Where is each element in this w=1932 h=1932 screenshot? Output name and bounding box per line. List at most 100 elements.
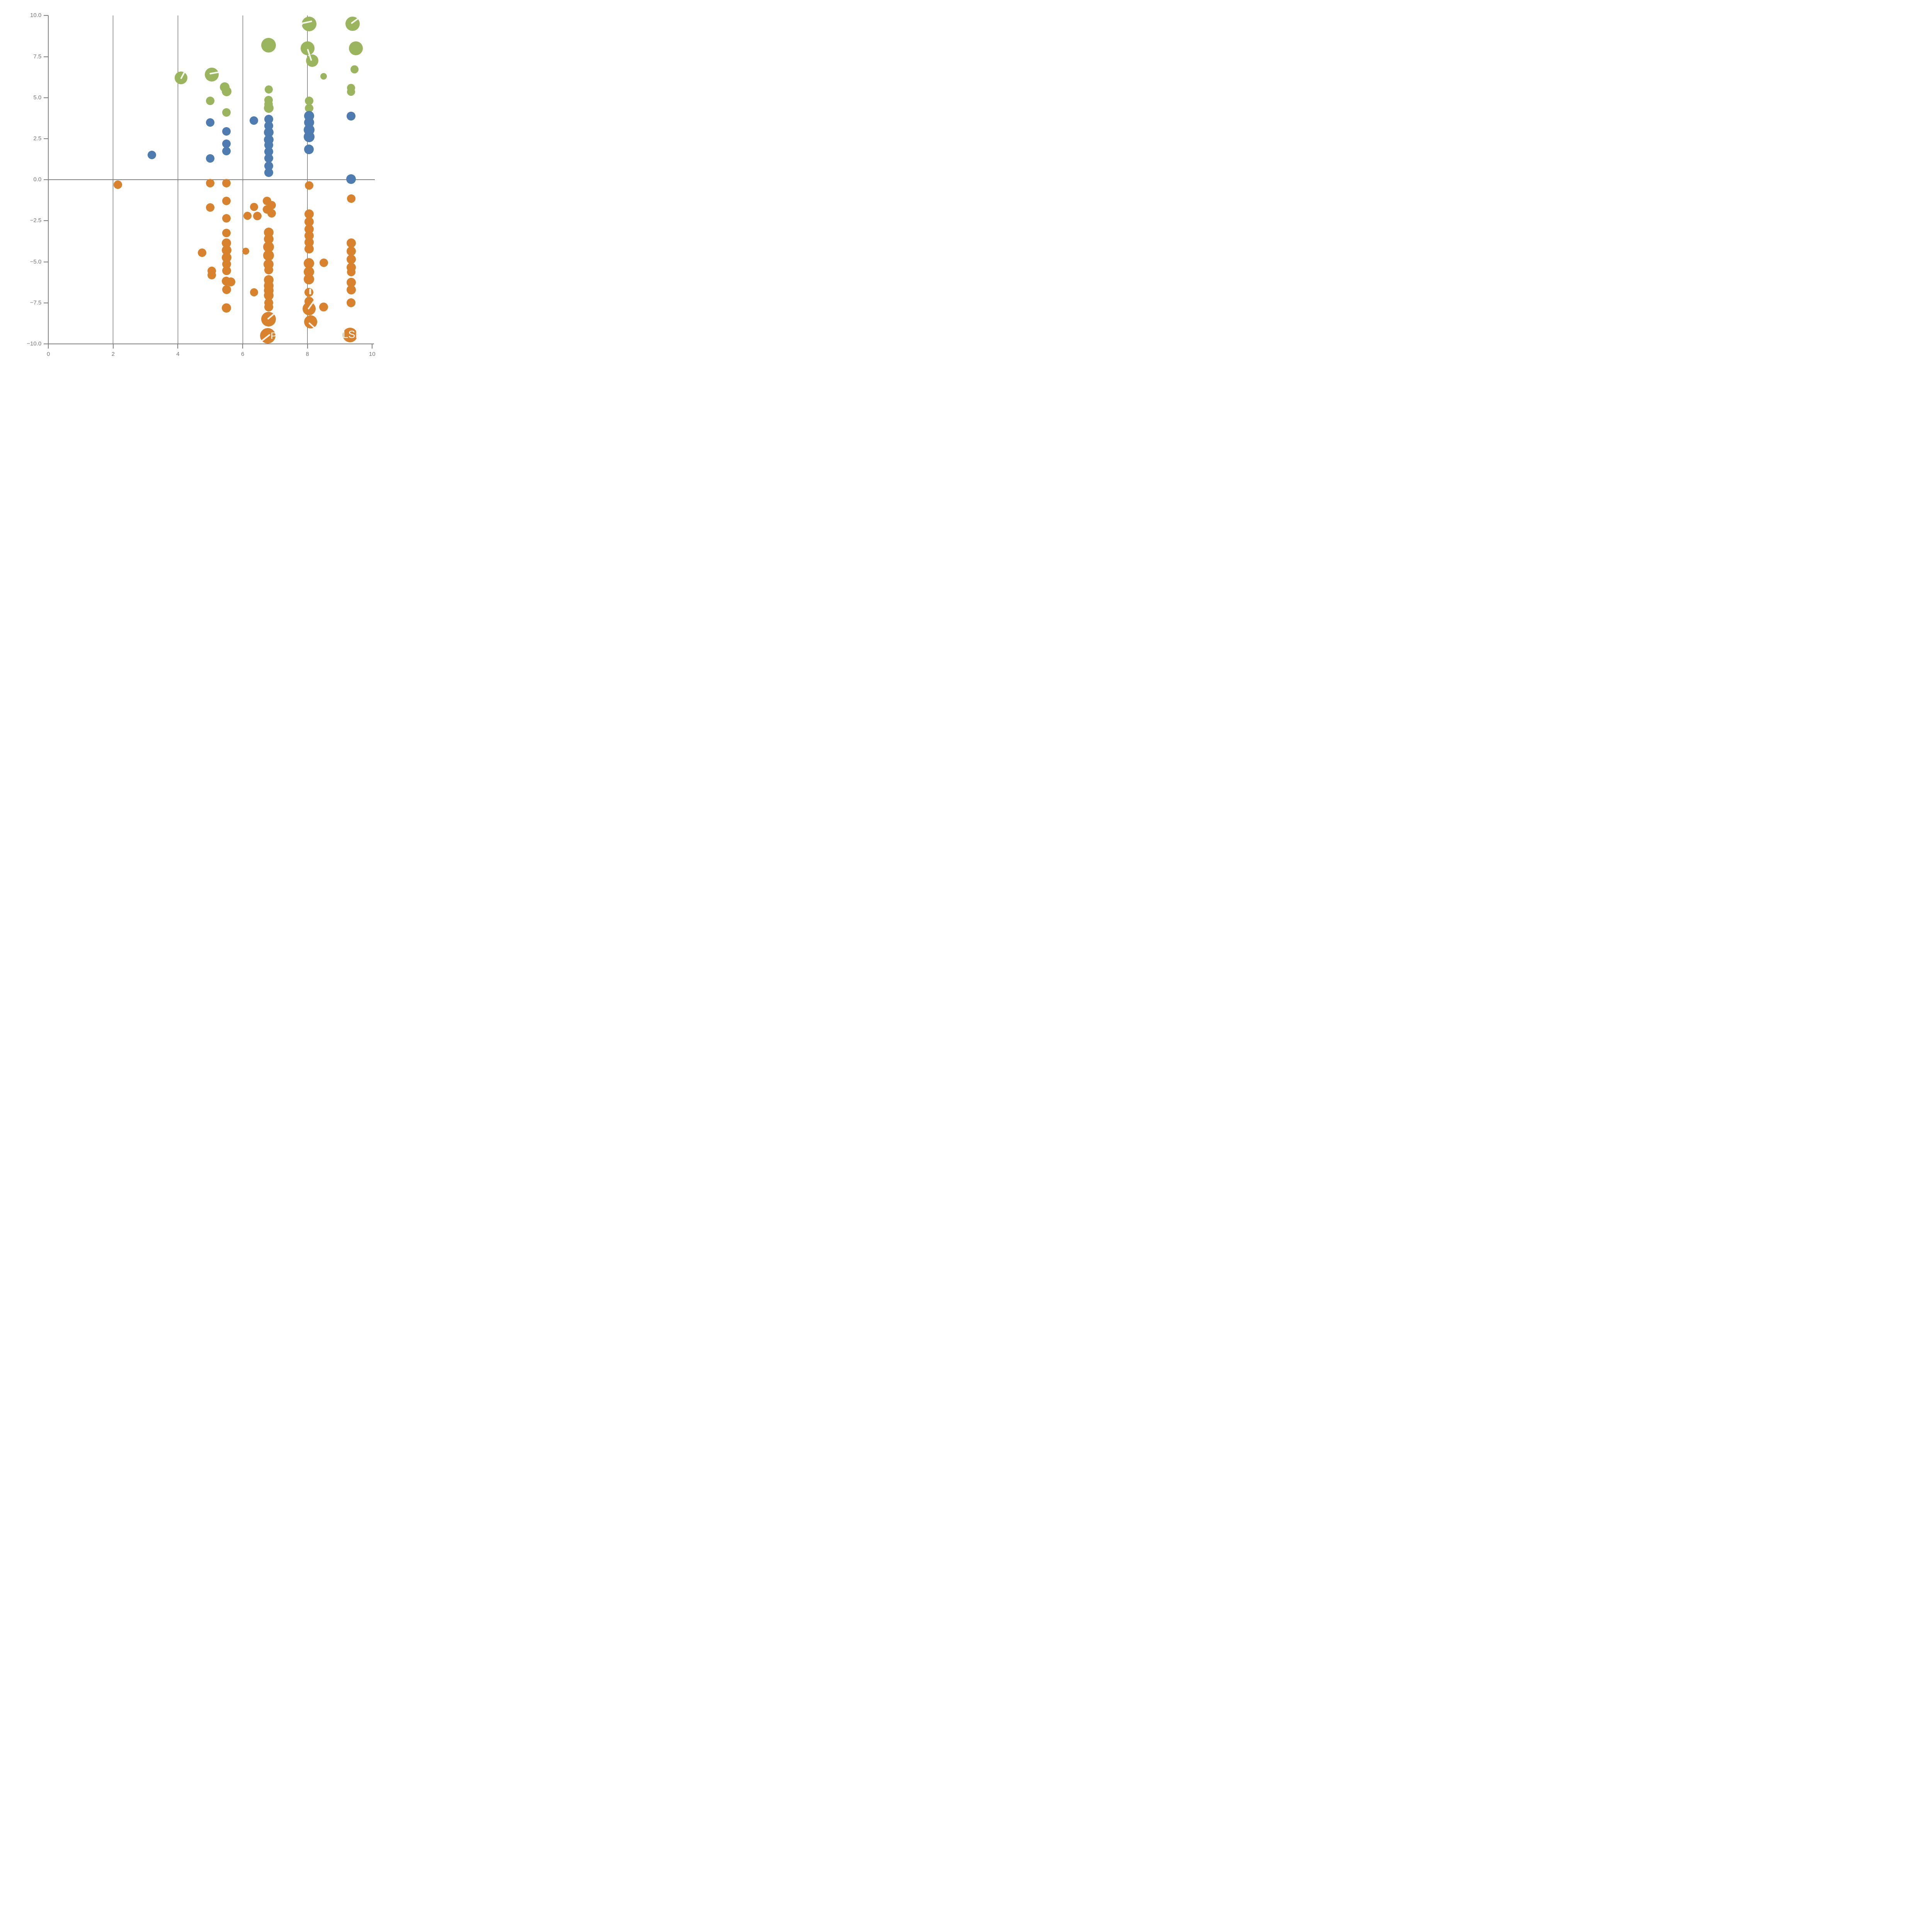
bubble-orange: [222, 266, 231, 276]
y-tick-2.5: [44, 138, 49, 139]
bubble-orange: [263, 250, 274, 261]
bubble-label-LS: LS: [342, 328, 355, 340]
x-tick-2: [112, 344, 114, 349]
y-tick-label: −5.0: [30, 258, 42, 265]
x-tick-label: 4: [176, 351, 180, 357]
bubble-orange: [242, 247, 250, 255]
bubble-orange: [250, 202, 258, 211]
bubble-blue: [303, 131, 315, 142]
bubble-orange: [222, 214, 231, 223]
bubble-orange: [222, 285, 231, 294]
bubble-blue: [264, 161, 273, 170]
bubble-scatter-chart: 10.0 7.5 5.0 2.5 0.0 −2.5 −5.0 −7.5 −10.0 0 2 4 6 8 10…: [0, 0, 386, 386]
bubble-orange: [319, 302, 328, 311]
bubble-orange: [343, 327, 358, 342]
bubble-blue: [347, 111, 356, 121]
bubble-orange: [206, 203, 215, 212]
bubble-orange: [347, 267, 355, 276]
bubble-orange: [222, 229, 231, 238]
bubble-orange: [253, 211, 262, 220]
bubble-orange: [346, 246, 356, 256]
white-dash-annotation: [356, 330, 358, 338]
bubble-orange: [267, 209, 276, 218]
bubble-orange: [346, 255, 356, 264]
bubble-orange: [347, 298, 356, 308]
x-tick-0: [48, 344, 49, 349]
bubble-green: [347, 88, 355, 96]
bubble-blue: [222, 146, 231, 155]
bubble-green: [264, 103, 274, 113]
bubble-green: [261, 37, 276, 53]
bubble-blue: [264, 114, 273, 124]
bubble-orange: [304, 287, 314, 297]
bubble-orange: [346, 285, 356, 294]
bubble-blue: [264, 168, 273, 177]
y-tick-label: −10.0: [27, 340, 42, 347]
bubble-green: [320, 73, 327, 80]
bubble-blue: [250, 116, 259, 125]
y-tick-label: 7.5: [33, 53, 42, 60]
bubble-blue: [346, 174, 356, 184]
y-tick-label: −2.5: [30, 217, 42, 224]
x-tick-label: 2: [111, 351, 115, 357]
bubble-orange: [250, 288, 258, 296]
bubble-green: [222, 108, 231, 117]
y-tick-7.5: [44, 56, 49, 57]
bubble-orange: [304, 181, 313, 190]
bubble-green: [206, 97, 215, 105]
bubble-green: [350, 65, 359, 74]
bubble-green: [306, 54, 319, 67]
bubble-orange: [207, 271, 216, 280]
bubble-blue: [304, 145, 314, 155]
bubble-blue: [264, 154, 273, 163]
bubble-orange: [304, 244, 314, 253]
bubble-orange: [222, 197, 231, 206]
bubble-green: [221, 87, 231, 97]
x-tick-8: [307, 344, 308, 349]
y-tick-0.0: [44, 179, 49, 180]
y-tick-label: 0.0: [33, 176, 42, 183]
bubble-orange: [206, 179, 215, 187]
bubble-orange: [347, 194, 355, 203]
bubble-blue: [148, 151, 156, 160]
bubble-orange: [304, 274, 315, 284]
x-tick-label: 6: [241, 351, 245, 357]
bubble-orange: [222, 303, 231, 313]
bubble-green: [349, 41, 363, 56]
y-tick-label: −7.5: [30, 299, 42, 306]
bubble-label-P: P: [270, 330, 277, 341]
y-tick-−2.5: [44, 220, 49, 221]
bubble-orange: [198, 248, 207, 257]
x-tick-label: 8: [306, 351, 309, 357]
x-tick-4: [177, 344, 179, 349]
y-axis-line: [48, 15, 49, 344]
bubble-green: [264, 85, 273, 94]
y-tick-label: 10.0: [30, 12, 42, 19]
y-tick-label: 5.0: [33, 94, 42, 101]
bubble-green: [304, 97, 313, 105]
bubble-blue: [222, 127, 231, 136]
bubble-orange: [264, 265, 273, 275]
bubble-orange: [243, 212, 252, 220]
x-tick-label: 10: [369, 351, 376, 357]
y-tick-10.0: [44, 15, 49, 16]
white-dash-annotation: [309, 288, 311, 294]
x-tick-6: [242, 344, 243, 349]
bubble-orange: [346, 238, 356, 248]
x-tick-label: 0: [47, 351, 50, 357]
bubble-orange: [304, 315, 317, 328]
bubble-green: [301, 16, 316, 31]
bubble-blue: [222, 139, 231, 148]
bubble-blue: [206, 118, 215, 127]
bubble-orange: [264, 302, 273, 311]
bubble-orange: [114, 180, 122, 189]
y-tick-5.0: [44, 97, 49, 98]
bubble-green: [304, 104, 313, 113]
bubble-orange: [319, 258, 328, 267]
bubble-orange: [226, 277, 236, 286]
bubble-green: [205, 68, 219, 82]
y-tick-label: 2.5: [33, 135, 42, 142]
bubble-green: [300, 41, 315, 56]
bubble-blue: [206, 154, 215, 163]
bubble-orange: [267, 201, 276, 210]
